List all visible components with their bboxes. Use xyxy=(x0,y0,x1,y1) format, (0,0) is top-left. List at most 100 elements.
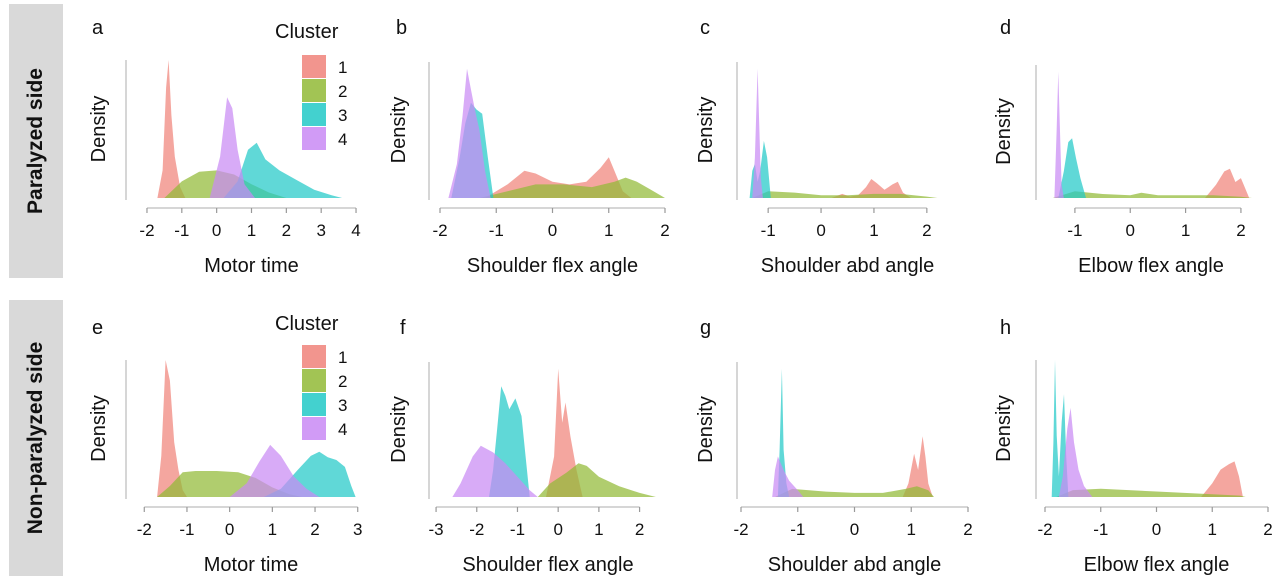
density-curve-c-cluster-4 xyxy=(752,68,763,198)
panel-letter-d: d xyxy=(1000,17,1011,39)
density-curve-a-cluster-4 xyxy=(209,97,255,198)
legend-swatch-a-cluster-1 xyxy=(302,55,326,78)
x-tick-label-e--2: -2 xyxy=(137,520,152,539)
y-axis-label-h: Density xyxy=(993,395,1015,462)
x-tick-label-e--1: -1 xyxy=(179,520,194,539)
side-label-box-paralyzed: Paralyzed side xyxy=(9,4,63,278)
legend-swatch-a-cluster-2 xyxy=(302,79,326,102)
x-tick-label-f-0: 0 xyxy=(553,520,562,539)
legend-label-a-cluster-3: 3 xyxy=(338,106,347,125)
x-tick-label-a-1: 1 xyxy=(247,221,256,240)
x-tick-label-a-3: 3 xyxy=(316,221,325,240)
density-curve-e-cluster-4 xyxy=(229,444,320,497)
x-tick-label-a-2: 2 xyxy=(282,221,291,240)
x-tick-label-b-2: 2 xyxy=(660,221,669,240)
x-tick-label-e-1: 1 xyxy=(268,520,277,539)
x-tick-label-h--1: -1 xyxy=(1093,520,1108,539)
legend-title-e: Cluster xyxy=(275,313,339,335)
density-curve-b-cluster-2 xyxy=(479,177,665,198)
density-curve-d-cluster-3 xyxy=(1058,138,1086,198)
density-curve-c-cluster-1 xyxy=(831,179,911,198)
side-label-box-non-paralyzed: Non-paralyzed side xyxy=(9,300,63,576)
legend-label-e-cluster-2: 2 xyxy=(338,372,347,391)
x-tick-label-c-2: 2 xyxy=(922,221,931,240)
x-tick-label-h-1: 1 xyxy=(1208,520,1217,539)
x-tick-label-e-2: 2 xyxy=(310,520,319,539)
density-curve-f-cluster-1 xyxy=(546,368,583,497)
legend-swatch-e-cluster-2 xyxy=(302,369,326,392)
legend-swatch-a-cluster-3 xyxy=(302,103,326,126)
x-tick-label-a--1: -1 xyxy=(174,221,189,240)
x-tick-label-e-3: 3 xyxy=(353,520,362,539)
y-axis-label-e: Density xyxy=(88,395,110,462)
density-curve-f-cluster-2 xyxy=(537,463,656,497)
panel-letter-c: c xyxy=(700,17,710,39)
legend-swatch-e-cluster-1 xyxy=(302,345,326,368)
y-axis-label-f: Density xyxy=(388,396,410,463)
y-axis-label-b: Density xyxy=(388,97,410,164)
x-tick-label-e-0: 0 xyxy=(225,520,234,539)
panel-letter-g: g xyxy=(700,317,711,339)
x-axis-label-f: Shoulder flex angle xyxy=(462,554,633,576)
legend-label-a-cluster-4: 4 xyxy=(338,130,347,149)
x-tick-label-g-1: 1 xyxy=(907,520,916,539)
x-tick-label-b-0: 0 xyxy=(548,221,557,240)
legend-label-e-cluster-3: 3 xyxy=(338,396,347,415)
density-curve-g-cluster-1 xyxy=(902,436,933,497)
x-tick-label-g--1: -1 xyxy=(790,520,805,539)
density-curve-g-cluster-4 xyxy=(772,456,804,497)
panel-letter-e: e xyxy=(92,317,103,339)
legend-label-e-cluster-1: 1 xyxy=(338,348,347,367)
x-tick-label-f--1: -1 xyxy=(510,520,525,539)
density-curve-d-cluster-4 xyxy=(1054,71,1064,198)
x-tick-label-b--1: -1 xyxy=(489,221,504,240)
x-tick-label-c--1: -1 xyxy=(761,221,776,240)
density-curve-b-cluster-4 xyxy=(448,68,491,198)
panel-letter-b: b xyxy=(396,17,407,39)
density-curve-d-cluster-1 xyxy=(1205,168,1250,198)
x-tick-label-b-1: 1 xyxy=(604,221,613,240)
density-curve-f-cluster-4 xyxy=(452,445,538,497)
x-tick-label-g-0: 0 xyxy=(850,520,859,539)
x-tick-label-h-0: 0 xyxy=(1152,520,1161,539)
legend-label-a-cluster-2: 2 xyxy=(338,82,347,101)
x-tick-label-f-1: 1 xyxy=(594,520,603,539)
legend-label-a-cluster-1: 1 xyxy=(338,58,347,77)
x-tick-label-a-4: 4 xyxy=(351,221,360,240)
density-curve-a-cluster-3 xyxy=(223,142,343,198)
x-tick-label-d-0: 0 xyxy=(1126,221,1135,240)
density-curve-e-cluster-1 xyxy=(157,360,187,497)
x-tick-label-d--1: -1 xyxy=(1067,221,1082,240)
legend-swatch-e-cluster-3 xyxy=(302,393,326,416)
x-tick-label-g--2: -2 xyxy=(733,520,748,539)
y-axis-label-a: Density xyxy=(88,96,110,163)
x-tick-label-b--2: -2 xyxy=(432,221,447,240)
density-curve-h-cluster-2 xyxy=(1056,488,1246,497)
x-axis-label-d: Elbow flex angle xyxy=(1078,255,1224,277)
density-curve-g-cluster-2 xyxy=(775,486,934,497)
y-axis-label-c: Density xyxy=(695,97,717,164)
legend-label-e-cluster-4: 4 xyxy=(338,420,347,439)
legend-swatch-e-cluster-4 xyxy=(302,417,326,440)
panel-letter-h: h xyxy=(1000,317,1011,339)
x-tick-label-f--2: -2 xyxy=(469,520,484,539)
x-tick-label-f-2: 2 xyxy=(635,520,644,539)
x-tick-label-c-1: 1 xyxy=(869,221,878,240)
x-axis-label-h: Elbow flex angle xyxy=(1084,554,1230,576)
density-curve-a-cluster-1 xyxy=(157,60,186,198)
panel-letter-a: a xyxy=(92,17,104,39)
y-axis-label-d: Density xyxy=(993,98,1015,165)
x-tick-label-d-1: 1 xyxy=(1181,221,1190,240)
x-axis-label-c: Shoulder abd angle xyxy=(761,255,934,277)
y-axis-label-g: Density xyxy=(695,396,717,463)
x-axis-label-b: Shoulder flex angle xyxy=(467,255,638,277)
x-tick-label-h--2: -2 xyxy=(1037,520,1052,539)
x-tick-label-g-2: 2 xyxy=(963,520,972,539)
density-curve-d-cluster-2 xyxy=(1052,191,1252,198)
x-axis-label-a: Motor time xyxy=(204,255,298,277)
x-tick-label-a-0: 0 xyxy=(212,221,221,240)
density-curve-c-cluster-2 xyxy=(752,191,938,198)
legend-title-a: Cluster xyxy=(275,21,339,43)
x-tick-label-a--2: -2 xyxy=(139,221,154,240)
